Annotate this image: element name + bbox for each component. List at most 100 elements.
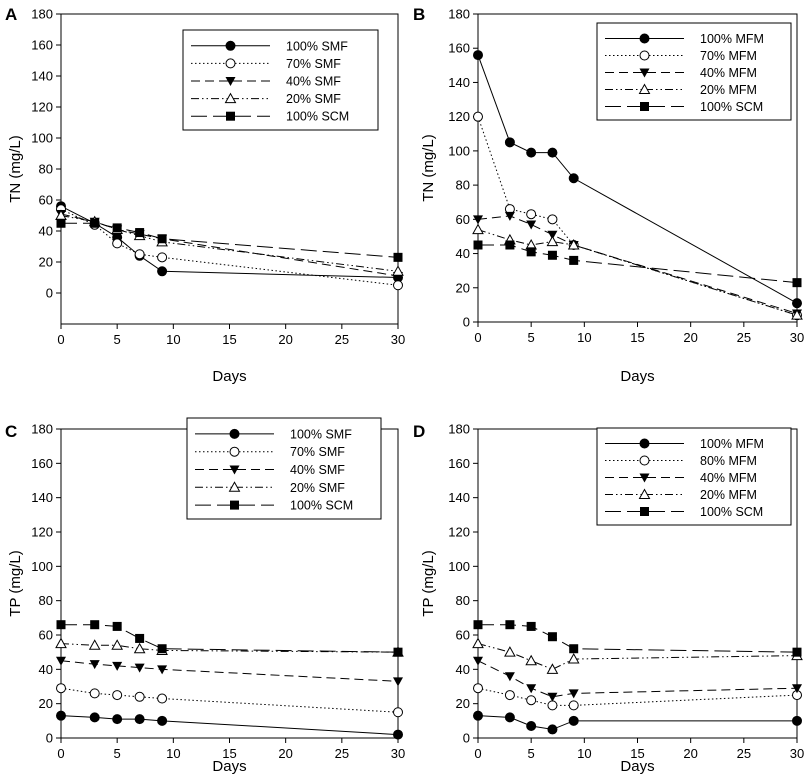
- panel-c-series-1-point: [393, 729, 403, 740]
- panel-d-series-3-point: [526, 684, 537, 694]
- panel-d-series-4-point: [525, 654, 538, 666]
- panel-a-series-3: [56, 209, 403, 281]
- panel-a-xtick-label: 15: [222, 332, 236, 347]
- panel-b-series-5: [473, 240, 802, 288]
- panel-b-series-1-line: [477, 54, 798, 304]
- panel-d-ytick-label: 0: [463, 731, 470, 746]
- panel-d-series-2: [473, 683, 802, 711]
- panel-d-xtick-label: 25: [737, 746, 751, 761]
- panel-d-series-5-point: [505, 620, 515, 630]
- panel-c-ytick-label: 20: [39, 696, 53, 711]
- panel-b-series-1-point: [792, 298, 802, 309]
- panel-d-legend-label: 100% SCM: [700, 505, 763, 519]
- panel-d-legend-marker: [639, 438, 650, 449]
- panel-a-ytick-label: 160: [31, 38, 53, 53]
- panel-c-ytick-label: 140: [31, 490, 53, 505]
- panel-a-series-3-line: [60, 213, 399, 277]
- panel-a-series-1-line: [60, 205, 399, 278]
- panel-a-x-axis-title: Days: [212, 368, 246, 385]
- panel-c-series-3: [56, 656, 403, 687]
- panel-b-series-1-point: [547, 147, 558, 158]
- panel-d-series-5-line: [478, 624, 798, 653]
- panel-d-series-4-point: [472, 637, 484, 649]
- panel-b-ytick-label: 140: [448, 75, 470, 90]
- panel-c-x-axis-title: Days: [212, 758, 246, 775]
- panel-d-ytick-label: 80: [456, 593, 470, 608]
- panel-b-series-3-point: [547, 230, 558, 240]
- panel-c-legend-label: 40% SMF: [290, 463, 345, 477]
- panel-d-xtick-label: 15: [630, 746, 644, 761]
- panel-d-series-3-point: [792, 684, 802, 694]
- panel-b-series-5-point: [526, 247, 536, 257]
- panel-d-series-2-point: [504, 690, 515, 701]
- panel-c-series-4: [55, 637, 404, 657]
- panel-c-ytick-label: 0: [46, 731, 53, 746]
- panel-d-series-1-point: [504, 712, 515, 723]
- panel-b-xtick-label: 30: [790, 330, 804, 345]
- panel-b-series-5-point: [792, 278, 802, 288]
- panel-d-series-4-point: [504, 646, 516, 657]
- panel-d-series-1-point: [547, 724, 558, 735]
- panel-a-series-2: [56, 204, 403, 291]
- panel-c-legend-marker: [228, 481, 241, 492]
- panel-d-series-3-point: [547, 692, 558, 702]
- panel-a-series-2-point: [112, 238, 123, 249]
- panel-c-ytick-label: 160: [31, 456, 53, 471]
- panel-a-ytick-label: 20: [39, 255, 53, 270]
- panel-c-legend: 100% SMF 70% SMF 40% SMF 20% SMF 100% SCM: [186, 417, 382, 520]
- panel-d-legend-label: 100% MFM: [700, 437, 764, 451]
- panel-a-legend-label: 100% SMF: [286, 39, 348, 53]
- panel-d: D 0 20 40 60 80 100 120 140 160 180 0 5 10 15 20 25 30 Day…: [413, 422, 804, 776]
- panel-a-ytick-label: 120: [31, 100, 53, 115]
- panel-a-legend-marker: [224, 92, 237, 104]
- panel-c-legend-label: 100% SCM: [290, 499, 353, 513]
- panel-a-series-5-point: [112, 223, 122, 233]
- panel-d-ytick-label: 100: [448, 559, 470, 574]
- panel-d-legend-marker: [639, 455, 650, 466]
- panel-c-xtick-label: 10: [166, 746, 180, 761]
- panel-d-ytick-label: 60: [456, 628, 470, 643]
- panel-c-series-1-line: [60, 715, 399, 736]
- panel-c-series-2: [56, 683, 403, 718]
- panel-d-y-axis-title: TP (mg/L): [420, 550, 437, 616]
- panel-b-legend-label: 100% SCM: [700, 100, 763, 114]
- panel-d-series-5-point: [569, 644, 579, 654]
- panel-d-series-1-point: [473, 710, 483, 721]
- panel-b-series-1: [473, 50, 802, 309]
- panel-a-legend-marker: [226, 111, 235, 121]
- panel-b-ytick-label: 100: [448, 143, 470, 158]
- panel-c-series-1-point: [134, 714, 145, 725]
- panel-c-ytick-label: 80: [39, 593, 53, 608]
- panel-c-series-5-point: [56, 620, 66, 630]
- panel-d-xtick-label: 5: [528, 746, 535, 761]
- panel-d-series-1-line: [477, 715, 797, 730]
- panel-a-legend-label: 40% SMF: [286, 75, 341, 89]
- panel-d-series-5: [473, 620, 802, 657]
- panel-c-ytick-label: 100: [31, 559, 53, 574]
- panel-a-letter: A: [5, 5, 17, 24]
- panel-b-series-2-point: [547, 214, 558, 225]
- panel-a-series-4-point: [392, 265, 404, 276]
- panel-c-series-5-point: [90, 620, 100, 630]
- panel-d-series-2-point: [473, 683, 483, 694]
- panel-c-series-2-point: [393, 707, 403, 718]
- panel-b-ytick-label: 160: [448, 41, 470, 56]
- panel-b-series-3: [473, 211, 802, 319]
- panel-d-ytick-label: 40: [456, 662, 470, 677]
- panel-c-series-3-line: [60, 660, 399, 682]
- panel-d-series-4-line: [477, 643, 798, 670]
- panel-c-series-4-point: [88, 639, 101, 650]
- panel-b-legend-label: 100% MFM: [700, 32, 764, 46]
- panel-c-series-2-point: [89, 688, 100, 699]
- panel-c-legend-box: [186, 417, 382, 520]
- panel-d-series-1-point: [792, 715, 802, 726]
- panel-b-letter: B: [413, 5, 425, 24]
- panel-d-series-5-point: [526, 621, 536, 631]
- panel-d-series-5-point: [547, 632, 557, 642]
- panel-a-xtick-label: 30: [391, 332, 405, 347]
- panel-c-series-5-point: [157, 644, 167, 654]
- panel-a-ytick-label: 140: [31, 69, 53, 84]
- panel-d-series-3-line: [477, 660, 798, 698]
- panel-c-series-3-point: [89, 660, 100, 670]
- panel-a-series-5-point: [56, 218, 66, 228]
